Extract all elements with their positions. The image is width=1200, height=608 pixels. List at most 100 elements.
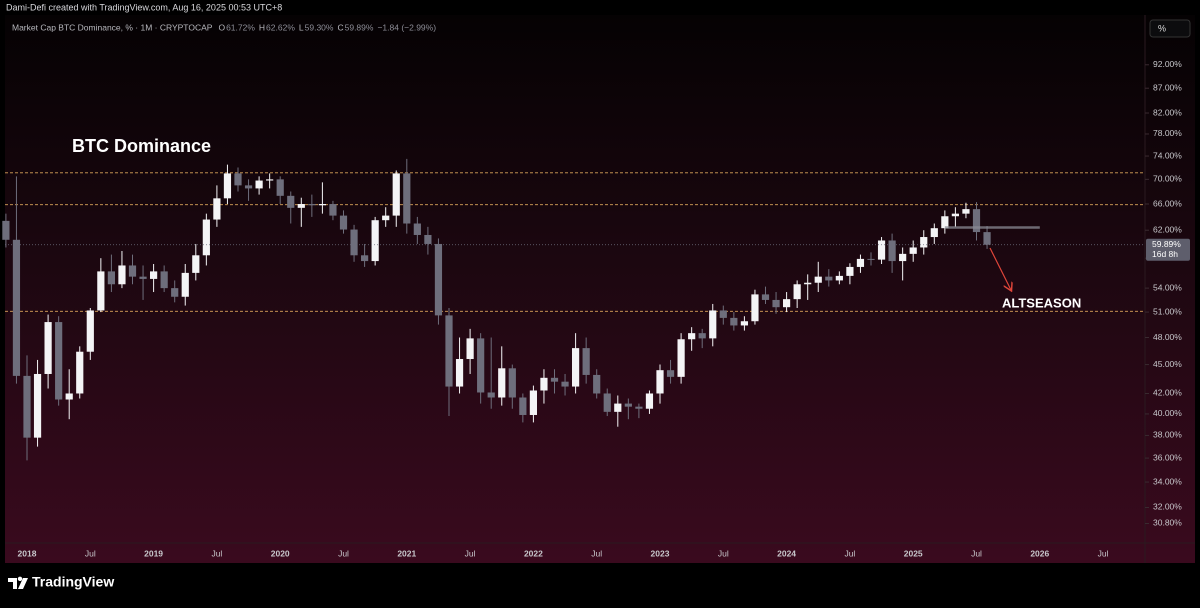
x-tick-label: Jul <box>465 548 476 558</box>
candle-body <box>909 247 917 254</box>
candle-body <box>382 215 390 221</box>
x-tick-label: Jul <box>591 548 602 558</box>
y-tick-label: 82.00% <box>1153 107 1182 117</box>
candle-body <box>139 276 147 279</box>
scale-button[interactable] <box>1149 19 1191 38</box>
candle-body <box>920 237 928 248</box>
candle-body <box>339 215 348 230</box>
candle-body <box>804 282 812 285</box>
candle-body <box>128 265 137 277</box>
x-tick-label: Jul <box>211 548 222 558</box>
y-tick-label: 45.00% <box>1153 359 1182 369</box>
candle-body <box>635 406 643 409</box>
candle-body <box>772 299 780 308</box>
candle-body <box>424 234 432 244</box>
candle-body <box>2 220 10 240</box>
legend-value: 61.72% <box>226 22 255 32</box>
candle-body <box>434 243 443 316</box>
chart-title: BTC Dominance <box>72 136 211 156</box>
candle-body <box>740 321 748 326</box>
x-tick-label: 2020 <box>271 548 290 558</box>
candle-body <box>413 223 421 235</box>
candle-body <box>171 288 179 297</box>
candle-body <box>972 209 981 233</box>
candle-body <box>223 173 232 199</box>
candle-body <box>150 271 158 279</box>
legend-key: C <box>337 22 343 32</box>
candle-body <box>392 173 400 216</box>
x-tick-label: 2026 <box>1030 548 1049 558</box>
candle-body <box>202 219 210 256</box>
legend-key: H <box>259 22 265 32</box>
y-tick-label: 32.00% <box>1153 502 1182 512</box>
candle-body <box>86 310 94 352</box>
legend-value: 59.89% <box>345 22 374 32</box>
candle-body <box>160 271 168 289</box>
credit: Dami-Defi created with TradingView.com, … <box>6 2 282 12</box>
candle-body <box>55 322 63 400</box>
x-tick-label: Jul <box>338 548 349 558</box>
legend-value: 59.30% <box>305 22 334 32</box>
candle-body <box>719 310 727 318</box>
y-tick-label: 54.00% <box>1153 282 1182 292</box>
candle-body <box>403 173 411 224</box>
candle-body <box>603 393 611 412</box>
candle-body <box>44 322 52 374</box>
x-tick-label: Jul <box>844 548 855 558</box>
candle-body <box>572 348 580 387</box>
x-tick-label: Jul <box>718 548 729 558</box>
legend-key: O <box>218 22 225 32</box>
brand-logo <box>8 576 28 589</box>
candle-body <box>118 265 126 285</box>
countdown: 16d 8h <box>1152 249 1178 259</box>
annotation-arrow <box>989 247 1011 290</box>
candle-body <box>846 266 854 276</box>
candle-body <box>582 348 590 375</box>
candle-body <box>192 255 200 273</box>
candle-body <box>329 204 337 216</box>
candles <box>2 158 991 461</box>
candle-body <box>529 390 537 415</box>
candle-body <box>65 393 73 400</box>
candle-body <box>76 351 84 394</box>
candle-body <box>951 213 959 217</box>
y-tick-label: 42.00% <box>1153 388 1182 398</box>
y-tick-label: 40.00% <box>1153 408 1182 418</box>
candle-body <box>624 403 632 407</box>
candle-body <box>498 368 506 398</box>
y-tick-label: 78.00% <box>1153 128 1182 138</box>
candle-body <box>899 253 907 262</box>
candle-body <box>107 271 115 285</box>
candle-body <box>466 338 474 360</box>
y-tick-label: 48.00% <box>1153 332 1182 342</box>
candle-body <box>656 370 664 394</box>
candle-body <box>761 294 770 300</box>
candle-body <box>477 338 485 393</box>
candle-body <box>308 204 316 206</box>
candle-body <box>371 220 379 262</box>
x-tick-label: 2021 <box>397 548 416 558</box>
candle-body <box>825 276 833 281</box>
candle-body <box>318 204 326 206</box>
candle-body <box>614 403 622 412</box>
plot-background <box>5 15 1195 563</box>
y-tick-label: 51.00% <box>1153 306 1182 316</box>
annotation: ALTSEASON <box>1002 295 1081 310</box>
candle-body <box>540 377 548 391</box>
candle-body <box>793 284 801 300</box>
candle-body <box>276 179 284 196</box>
legend-value: 62.62% <box>266 22 295 32</box>
y-tick-label: 74.00% <box>1153 150 1182 160</box>
candle-body <box>783 299 791 308</box>
levels <box>5 172 1145 312</box>
candle-body <box>877 240 886 260</box>
scale-button-label[interactable]: % <box>1158 23 1166 33</box>
candle-body <box>645 393 654 409</box>
y-tick-label: 66.00% <box>1153 198 1182 208</box>
candle-body <box>234 173 242 186</box>
y-tick-label: 70.00% <box>1153 174 1182 184</box>
symbol-legend: Market Cap BTC Dominance, % · 1M · CRYPT… <box>12 22 213 32</box>
candle-body <box>287 195 295 208</box>
